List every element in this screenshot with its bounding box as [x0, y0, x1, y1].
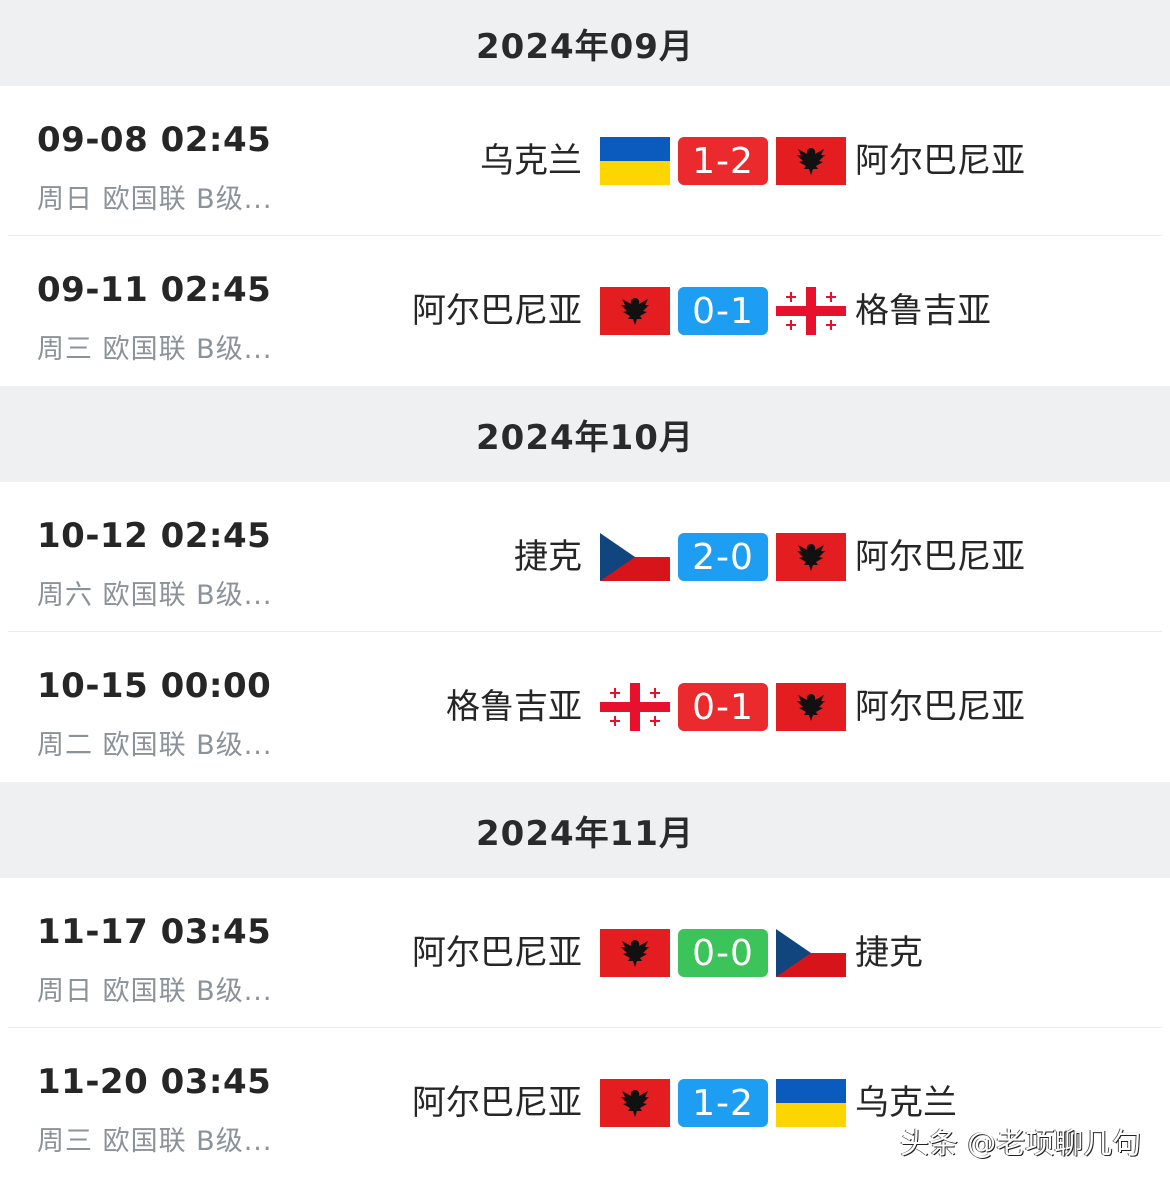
- score-badge: 2-0: [678, 533, 768, 581]
- score-badge: 0-1: [678, 287, 768, 335]
- match-info: 周日 欧国联 B级...: [37, 184, 273, 215]
- home-team: 阿尔巴尼亚: [412, 933, 582, 973]
- score-badge: 0-0: [678, 929, 768, 977]
- match-time: 10-15 00:00: [37, 666, 272, 706]
- czech-flag-icon: [600, 533, 670, 581]
- month-header: 2024年11月: [0, 782, 1170, 878]
- score-badge: 1-2: [678, 1079, 768, 1127]
- home-team: 捷克: [514, 537, 582, 577]
- score-badge: 1-2: [678, 137, 768, 185]
- match-row[interactable]: 10-15 00:00 周二 欧国联 B级... 格鲁吉亚 0-1 阿尔巴尼亚: [8, 632, 1162, 782]
- match-info: 周二 欧国联 B级...: [37, 730, 273, 761]
- match-row[interactable]: 10-12 02:45 周六 欧国联 B级... 捷克 2-0 阿尔巴尼亚: [8, 482, 1162, 632]
- away-team: 阿尔巴尼亚: [855, 141, 1025, 181]
- match-time: 10-12 02:45: [37, 516, 272, 556]
- home-team: 格鲁吉亚: [446, 687, 582, 727]
- match-time: 11-20 03:45: [37, 1062, 272, 1102]
- match-time: 09-08 02:45: [37, 120, 272, 160]
- away-team: 格鲁吉亚: [855, 291, 991, 331]
- match-row[interactable]: 09-08 02:45 周日 欧国联 B级... 乌克兰 1-2 阿尔巴尼亚: [8, 86, 1162, 236]
- month-header: 2024年09月: [0, 0, 1170, 86]
- georgia-flag-icon: [600, 683, 670, 731]
- czech-flag-icon: [776, 929, 846, 977]
- georgia-flag-icon: [776, 287, 846, 335]
- albania-flag-icon: [776, 137, 846, 185]
- match-info: 周三 欧国联 B级...: [37, 1126, 273, 1157]
- albania-flag-icon: [776, 533, 846, 581]
- ukraine-flag-icon: [600, 137, 670, 185]
- away-team: 捷克: [855, 933, 923, 973]
- away-team: 乌克兰: [855, 1083, 957, 1123]
- home-team: 阿尔巴尼亚: [412, 1083, 582, 1123]
- month-header: 2024年10月: [0, 386, 1170, 482]
- match-row[interactable]: 09-11 02:45 周三 欧国联 B级... 阿尔巴尼亚 0-1 格鲁吉亚: [8, 236, 1162, 386]
- match-time: 11-17 03:45: [37, 912, 272, 952]
- watermark: 头条 @老项聊几句: [900, 1126, 1142, 1160]
- score-badge: 0-1: [678, 683, 768, 731]
- match-info: 周六 欧国联 B级...: [37, 580, 273, 611]
- albania-flag-icon: [600, 1079, 670, 1127]
- match-info: 周三 欧国联 B级...: [37, 334, 273, 365]
- ukraine-flag-icon: [776, 1079, 846, 1127]
- match-row[interactable]: 11-17 03:45 周日 欧国联 B级... 阿尔巴尼亚 0-0 捷克: [8, 878, 1162, 1028]
- away-team: 阿尔巴尼亚: [855, 537, 1025, 577]
- albania-flag-icon: [776, 683, 846, 731]
- home-team: 阿尔巴尼亚: [412, 291, 582, 331]
- albania-flag-icon: [600, 287, 670, 335]
- home-team: 乌克兰: [480, 141, 582, 181]
- albania-flag-icon: [600, 929, 670, 977]
- match-row[interactable]: 11-20 03:45 周三 欧国联 B级... 阿尔巴尼亚 1-2 乌克兰: [8, 1028, 1162, 1178]
- match-info: 周日 欧国联 B级...: [37, 976, 273, 1007]
- match-time: 09-11 02:45: [37, 270, 272, 310]
- away-team: 阿尔巴尼亚: [855, 687, 1025, 727]
